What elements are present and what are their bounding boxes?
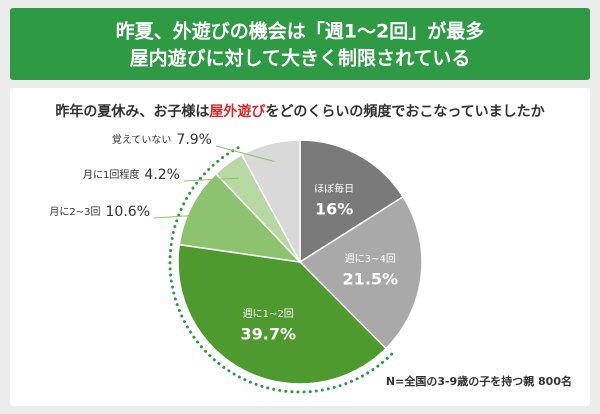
slice-label: 月に1回程度 4.2% xyxy=(83,167,180,183)
question-highlight: 屋外遊び xyxy=(209,103,266,120)
category-label: 月に2~3回 xyxy=(49,206,100,218)
question: 昨年の夏休み、お子様は屋外遊びをどのくらいの頻度でおこなっていましたか xyxy=(55,103,544,120)
note: N=全国の3-9歳の子を持つ親 800名 xyxy=(386,374,572,388)
pie-slice xyxy=(178,172,303,264)
pie-slice xyxy=(240,139,301,263)
value-label: 10.6% xyxy=(106,204,150,220)
category-label: 週に1~2回 xyxy=(243,308,294,320)
leader-line xyxy=(183,177,240,182)
slice-label: 月に2~3回 10.6% xyxy=(49,204,150,220)
header-box xyxy=(10,8,590,80)
category-label: 覚えていない xyxy=(112,133,172,146)
value-label: 16% xyxy=(315,200,353,219)
category-label: 週に3~4回 xyxy=(345,253,396,265)
value-label: 21.5% xyxy=(343,269,399,288)
value-label: 7.9% xyxy=(176,132,212,148)
pie-slice xyxy=(299,139,405,264)
question-text: をどのくらいの頻度でおこなっていましたか xyxy=(265,103,544,120)
pie-slice xyxy=(298,195,423,350)
value-label: 4.2% xyxy=(144,167,180,183)
value-label: 39.7% xyxy=(240,325,296,344)
slice-label: 覚えていない 7.9% xyxy=(112,132,212,148)
leader-line xyxy=(153,213,208,219)
question-text: 昨年の夏休み、お子様は xyxy=(55,103,209,120)
chart-subtitle: 屋内遊びに対して大きく制限されている xyxy=(130,47,471,70)
accent-arc xyxy=(168,146,394,394)
chart-title: 昨夏、外遊びの機会は「週1～2回」が最多 xyxy=(116,20,484,43)
category-label: 月に1回程度 xyxy=(83,168,139,181)
leader-line xyxy=(215,145,275,162)
pie-slice xyxy=(177,243,388,385)
category-label: ほぼ毎日 xyxy=(314,182,354,195)
